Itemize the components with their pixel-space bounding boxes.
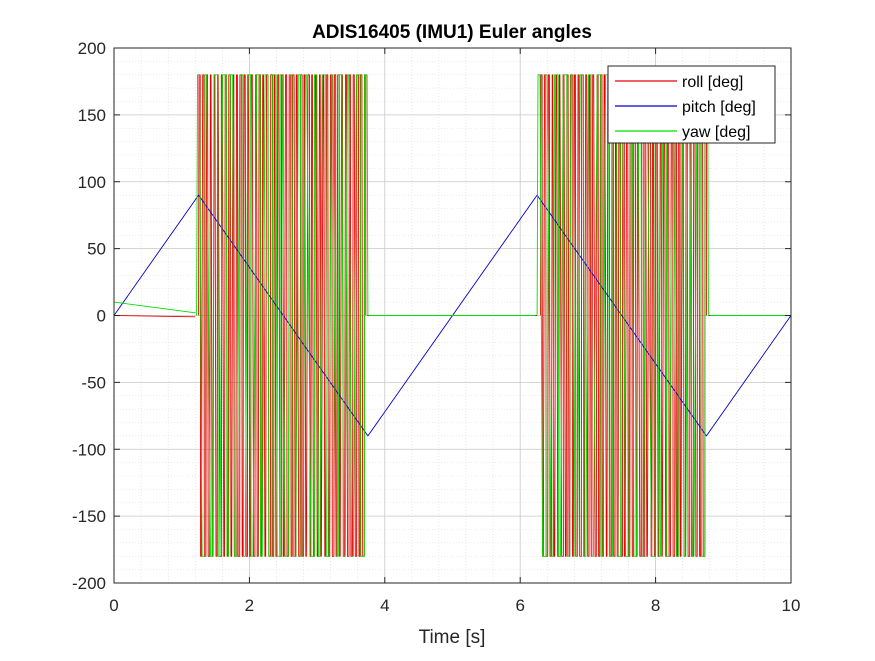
x-tick-label: 10 (782, 596, 801, 615)
x-tick-label: 2 (245, 596, 254, 615)
y-tick-labels: -200 -150 -100 -50 0 50 100 150 200 (72, 39, 106, 593)
legend-label: yaw [deg] (682, 124, 750, 141)
x-tick-label: 8 (651, 596, 660, 615)
y-tick-label: 150 (78, 106, 106, 125)
x-tick-label: 4 (380, 596, 389, 615)
y-tick-label: -100 (72, 440, 106, 459)
axis-ticks (113, 47, 792, 584)
y-tick-label: 200 (78, 39, 106, 58)
legend-box (607, 65, 776, 144)
x-tick-label: 0 (109, 596, 118, 615)
x-tick-label: 6 (515, 596, 524, 615)
y-tick-label: -200 (72, 574, 106, 593)
legend: roll [deg] pitch [deg] yaw [deg] (607, 65, 776, 144)
legend-label: pitch [deg] (682, 99, 756, 116)
legend-label: roll [deg] (682, 74, 743, 91)
y-tick-label: -150 (72, 507, 106, 526)
chart-title: ADIS16405 (IMU1) Euler angles (312, 22, 592, 43)
y-tick-label: -50 (81, 373, 106, 392)
series-line-3 (114, 74, 791, 557)
y-tick-label: 0 (97, 307, 106, 326)
y-tick-label: 50 (87, 240, 106, 259)
y-tick-label: 100 (78, 173, 106, 192)
series-layer (114, 74, 791, 557)
x-axis-label: Time [s] (419, 627, 486, 648)
x-tick-labels: 0 2 4 6 8 10 (109, 596, 800, 615)
